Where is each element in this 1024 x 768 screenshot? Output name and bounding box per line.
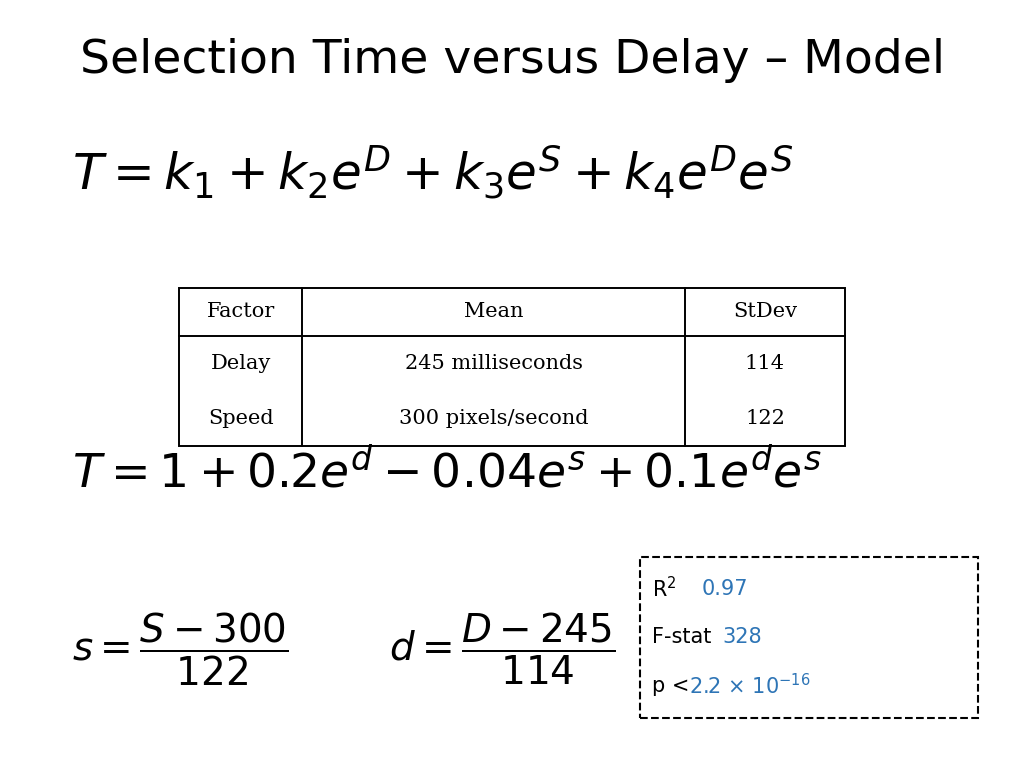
Text: 2.2 $\times$ 10$^{-16}$: 2.2 $\times$ 10$^{-16}$	[689, 674, 811, 698]
Text: $s = \dfrac{S-300}{122}$: $s = \dfrac{S-300}{122}$	[72, 611, 288, 687]
Text: R$^2$: R$^2$	[652, 577, 679, 601]
Text: 245 milliseconds: 245 milliseconds	[404, 354, 583, 372]
Text: Selection Time versus Delay – Model: Selection Time versus Delay – Model	[80, 38, 944, 84]
Text: p <: p <	[652, 676, 696, 696]
Text: Speed: Speed	[208, 409, 273, 428]
Text: $d = \dfrac{D-245}{114}$: $d = \dfrac{D-245}{114}$	[389, 611, 615, 687]
Text: 0.97: 0.97	[701, 579, 748, 599]
Text: 114: 114	[744, 354, 785, 372]
Text: F-stat: F-stat	[652, 627, 718, 647]
Bar	[640, 557, 978, 718]
Text: Delay: Delay	[211, 354, 271, 372]
Text: StDev: StDev	[733, 303, 797, 321]
Text: 300 pixels/second: 300 pixels/second	[399, 409, 589, 428]
Text: $T = 1 + 0.2e^{d} - 0.04e^{s} + 0.1e^{d}e^{s}$: $T = 1 + 0.2e^{d} - 0.04e^{s} + 0.1e^{d}…	[72, 448, 822, 497]
Text: $T = k_1 + k_2e^{D} + k_3e^{S} + k_4e^{D}e^{S}$: $T = k_1 + k_2e^{D} + k_3e^{S} + k_4e^{D…	[72, 144, 794, 201]
Text: Mean: Mean	[464, 303, 523, 321]
Text: Factor: Factor	[207, 303, 274, 321]
Text: 328: 328	[722, 627, 762, 647]
Bar	[179, 288, 845, 446]
Text: 122: 122	[745, 409, 784, 428]
